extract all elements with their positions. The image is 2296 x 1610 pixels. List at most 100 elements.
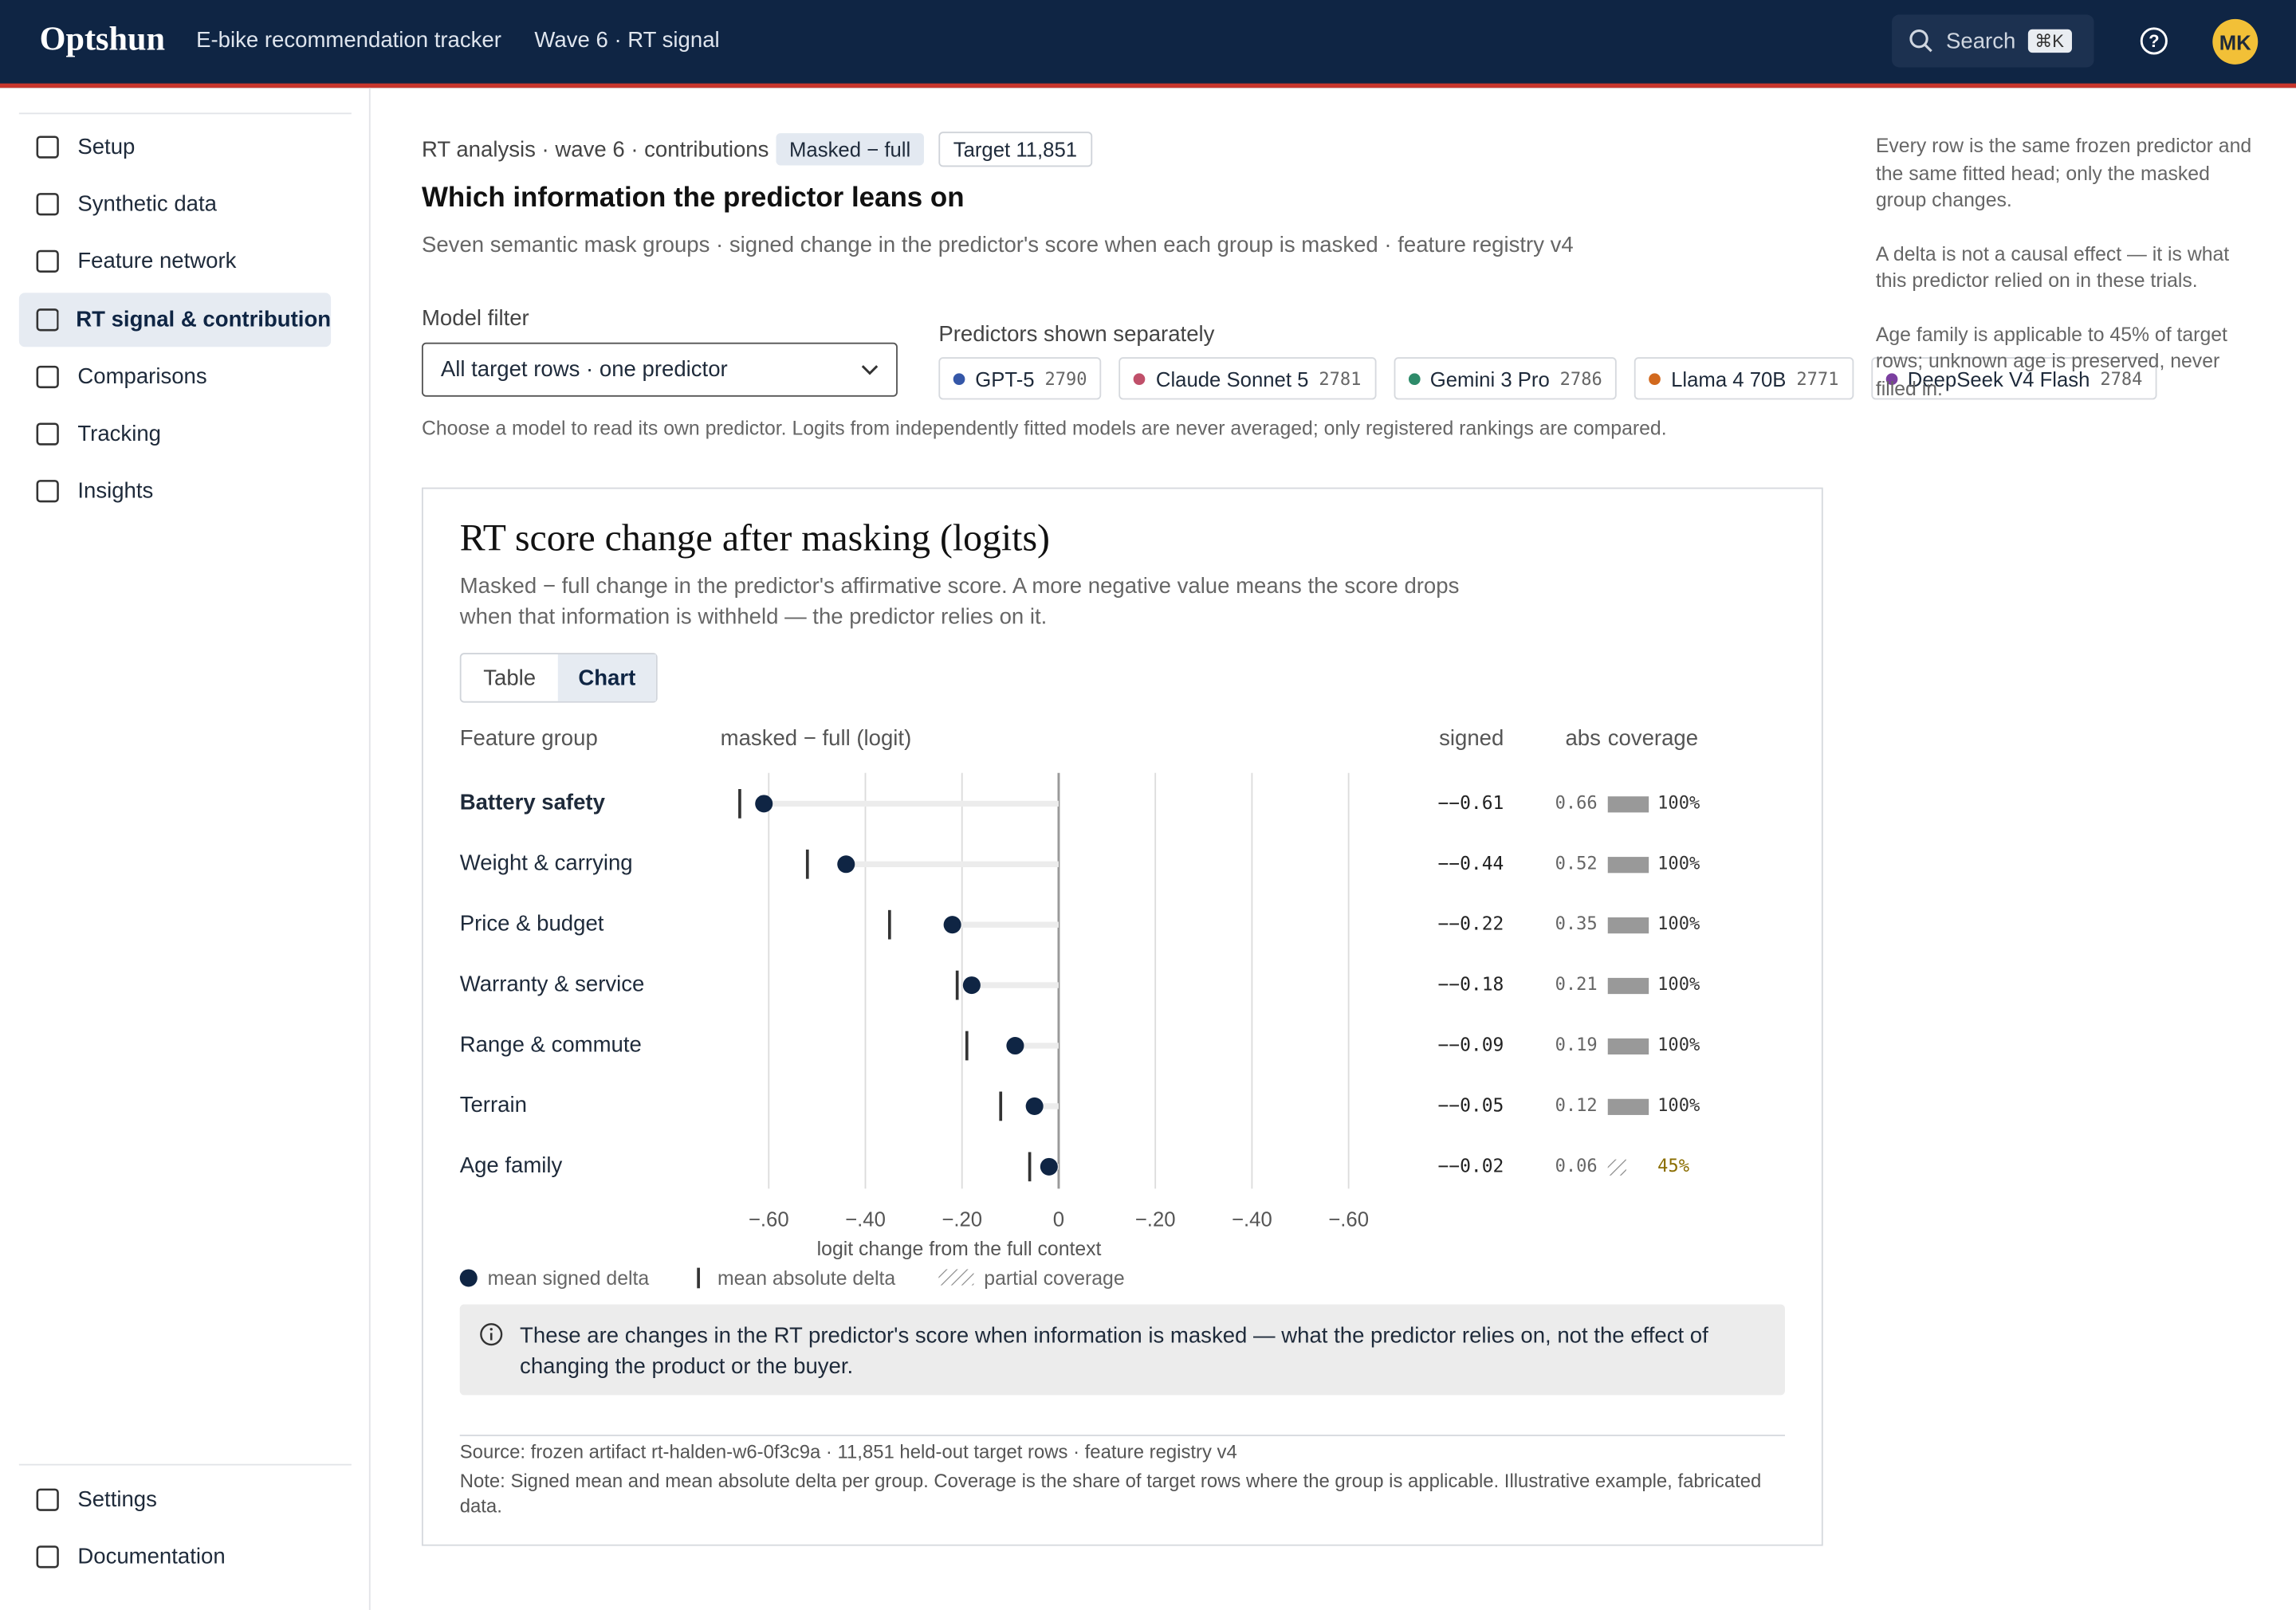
- model-select[interactable]: All target rows · one predictor: [421, 342, 898, 397]
- abs-label: 0.66: [1555, 793, 1598, 813]
- help-icon[interactable]: ?: [2138, 25, 2170, 57]
- source: Source: frozen artifact rt-halden-w6-0f3…: [459, 1440, 1237, 1463]
- filter-label: Model filter: [421, 305, 529, 332]
- page-subtitle: Seven semantic mask groups · signed chan…: [421, 233, 1574, 258]
- divider: [18, 1463, 352, 1466]
- predictor-chip[interactable]: Llama 4 70B 2771: [1634, 357, 1854, 400]
- avatar[interactable]: MK: [2212, 18, 2259, 65]
- nav-icon: [36, 480, 59, 503]
- legend-hatch: [938, 1269, 974, 1286]
- coverage-bar: [1607, 857, 1649, 874]
- coverage-label: 100%: [1657, 1096, 1700, 1116]
- column-header: signed: [1439, 725, 1504, 750]
- side-note: Age family is applicable to 45% of targe…: [1875, 322, 2227, 399]
- predictor-dot: [1408, 372, 1420, 385]
- search[interactable]: Search ⌘K: [1892, 14, 2094, 68]
- nav-label: Documentation: [77, 1544, 226, 1569]
- divider: [18, 112, 352, 115]
- x-tick-label: −.40: [1232, 1209, 1272, 1231]
- abs-label: 0.19: [1555, 1035, 1598, 1055]
- predictor-name: Gemini 3 Pro: [1429, 367, 1550, 391]
- chart-subtitle: Masked − full change in the predictor's …: [459, 573, 1460, 630]
- predictor-list: GPT-5 2790 Claude Sonnet 5 2781 Gemini 3 Pro…: [938, 357, 2157, 400]
- signed-label: −−0.09: [1437, 1035, 1504, 1056]
- column-header: abs: [1565, 725, 1600, 750]
- coverage-bar: [1607, 1159, 1626, 1176]
- coverage-label: 100%: [1657, 914, 1700, 934]
- category-label: Age family: [460, 1153, 563, 1177]
- nav-label: Tracking: [77, 421, 161, 447]
- column-header: Feature group: [460, 725, 598, 750]
- nav-icon: [36, 1545, 59, 1569]
- predictor-name: Claude Sonnet 5: [1155, 367, 1309, 391]
- predictor-chip[interactable]: Claude Sonnet 5 2781: [1119, 357, 1376, 400]
- select-value: All target rows · one predictor: [440, 357, 728, 383]
- category-label: Terrain: [460, 1092, 527, 1117]
- context[interactable]: Wave 6 · RT signal: [534, 27, 720, 53]
- coverage-bar: [1607, 917, 1649, 934]
- predictor-name: GPT-5: [975, 367, 1035, 391]
- predictor-dot: [1649, 372, 1661, 385]
- nav-item[interactable]: Feature network: [19, 235, 331, 289]
- tab[interactable]: Chart: [557, 654, 656, 701]
- category-label: Range & commute: [460, 1031, 642, 1056]
- dot: [1040, 1157, 1058, 1176]
- nav-item[interactable]: Insights: [19, 465, 331, 519]
- nav-item[interactable]: Comparisons: [19, 350, 331, 404]
- brand[interactable]: Optshun: [39, 20, 165, 57]
- info-icon: [480, 1323, 503, 1346]
- project[interactable]: E-bike recommendation tracker: [196, 27, 501, 53]
- predictor-chip[interactable]: DeepSeek V4 Flash 2784: [1870, 357, 2157, 400]
- tab[interactable]: Table: [483, 665, 537, 691]
- nav-item[interactable]: Tracking: [19, 407, 331, 461]
- nav-label: Synthetic data: [77, 191, 217, 218]
- predictor-count: 2784: [2100, 367, 2143, 389]
- category-label: Weight & carrying: [460, 850, 633, 875]
- dot: [837, 855, 855, 874]
- coverage-bar: [1607, 1038, 1649, 1055]
- search-icon: [1909, 29, 1932, 53]
- nav-item[interactable]: RT signal & contribution: [18, 292, 331, 347]
- sidebar-border: [368, 88, 371, 1610]
- category-label: Battery safety: [460, 790, 606, 815]
- coverage-bar: [1607, 977, 1649, 995]
- dot: [943, 916, 961, 934]
- chip: Masked − full: [776, 133, 924, 166]
- legend-label: mean signed delta: [488, 1268, 650, 1290]
- nav-item[interactable]: Setup: [19, 120, 331, 175]
- info-text: These are changes in the RT predictor's …: [520, 1323, 1708, 1380]
- dot: [755, 795, 773, 813]
- abs-label: 0.35: [1555, 914, 1598, 934]
- nav-item[interactable]: Documentation: [19, 1530, 331, 1584]
- signed-label: −−0.61: [1437, 793, 1504, 814]
- abs-label: 0.06: [1555, 1156, 1598, 1176]
- dot: [1006, 1036, 1024, 1055]
- view-toggle: Table Chart: [459, 653, 658, 703]
- nav-item[interactable]: Synthetic data: [19, 178, 331, 232]
- predictor-chip[interactable]: GPT-5 2790: [938, 357, 1102, 400]
- predictor-dot: [1885, 372, 1897, 385]
- nav-icon: [36, 250, 59, 273]
- breadcrumb: RT analysis · wave 6 · contributions: [421, 137, 769, 163]
- chip: Target 11,851: [938, 132, 1092, 167]
- predictor-dot: [1134, 372, 1146, 385]
- side-note: A delta is not a causal effect — it is w…: [1875, 242, 2230, 292]
- x-tick-label: −.60: [749, 1209, 789, 1231]
- nav-icon: [36, 422, 59, 446]
- nav-icon: [36, 308, 59, 331]
- nav-icon: [36, 193, 59, 216]
- x-tick-label: −.20: [1135, 1209, 1176, 1231]
- side-note: Every row is the same frozen predictor a…: [1875, 134, 2252, 211]
- predictor-count: 2790: [1044, 367, 1087, 389]
- predictor-chip[interactable]: Gemini 3 Pro 2786: [1393, 357, 1618, 400]
- info-box: These are changes in the RT predictor's …: [459, 1304, 1785, 1396]
- page-title: Which information the predictor leans on: [421, 183, 965, 214]
- signed-label: −−0.22: [1437, 914, 1504, 935]
- x-axis-title: logit change from the full context: [817, 1239, 1102, 1260]
- nav-item[interactable]: Settings: [19, 1473, 331, 1527]
- legend-label: mean absolute delta: [718, 1268, 895, 1290]
- predictor-dot: [953, 372, 965, 385]
- nav-icon: [36, 135, 59, 159]
